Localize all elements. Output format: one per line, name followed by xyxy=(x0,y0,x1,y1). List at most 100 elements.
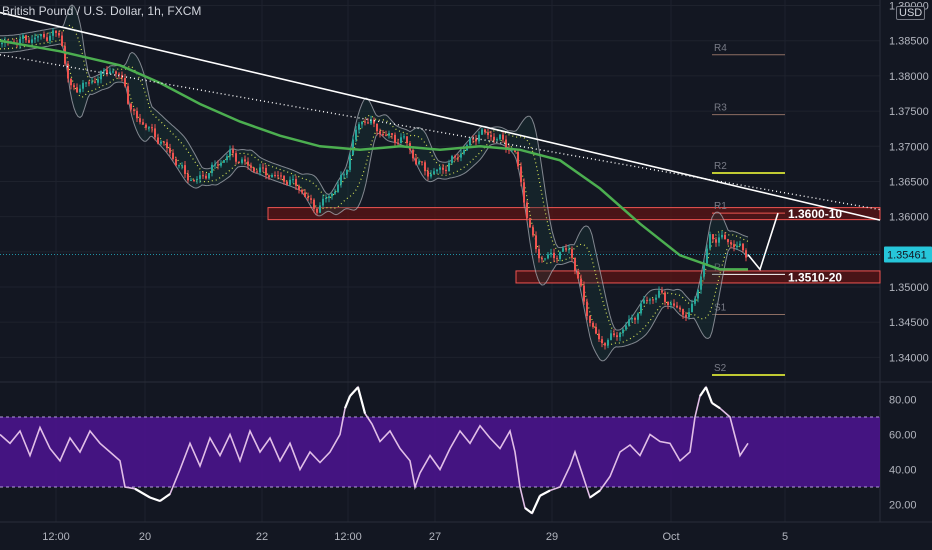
rsi-extreme-segment xyxy=(589,489,601,499)
candle-body xyxy=(49,35,51,41)
candle-body xyxy=(427,171,429,177)
candle-body xyxy=(565,248,567,250)
candle-body xyxy=(625,325,627,330)
candle-body xyxy=(265,167,267,176)
candle-body xyxy=(742,243,744,251)
candle-body xyxy=(148,127,150,129)
candle-body xyxy=(64,46,66,64)
rsi-panel xyxy=(0,385,880,515)
trendline-solid xyxy=(0,11,881,221)
candle-body xyxy=(379,131,381,134)
candle-body xyxy=(739,243,741,246)
candle-body xyxy=(556,258,558,260)
candle-body xyxy=(706,248,708,264)
pivot-label: R1 xyxy=(714,201,727,212)
candle-body xyxy=(325,197,327,199)
candle-body xyxy=(640,303,642,314)
candle-body xyxy=(643,300,645,304)
time-tick-label: 29 xyxy=(546,531,558,543)
candle-body xyxy=(637,313,639,320)
candle-body xyxy=(322,198,324,206)
rsi-tick-label: 40.00 xyxy=(889,465,917,477)
candle-body xyxy=(211,164,213,174)
price-tick-label: 1.38500 xyxy=(889,36,929,48)
candle-body xyxy=(259,167,261,173)
candle-body xyxy=(22,35,24,39)
candle-body xyxy=(286,181,288,185)
price-tick-label: 1.36000 xyxy=(889,212,929,224)
candle-body xyxy=(550,252,552,255)
current-price-box xyxy=(884,246,932,263)
candle-body xyxy=(601,339,603,344)
candle-body xyxy=(559,251,561,259)
candle-body xyxy=(31,39,33,43)
candle-body xyxy=(403,136,405,138)
candle-body xyxy=(646,300,648,302)
candle-body xyxy=(499,134,501,140)
candle-body xyxy=(370,119,372,124)
candle-body xyxy=(253,167,255,172)
rsi-extreme-segment xyxy=(524,507,533,515)
candle-body xyxy=(418,161,420,165)
time-tick-label: 5 xyxy=(782,531,788,543)
candle-body xyxy=(412,149,414,159)
candle-body xyxy=(367,122,369,124)
candlesticks xyxy=(1,28,747,350)
candle-body xyxy=(358,124,360,130)
currency-badge[interactable]: USD xyxy=(896,6,926,20)
candle-body xyxy=(661,290,663,293)
candle-body xyxy=(394,134,396,143)
candle-body xyxy=(271,174,273,178)
candle-body xyxy=(487,132,489,136)
candle-body xyxy=(307,196,309,199)
candle-body xyxy=(385,134,387,136)
bollinger-fill xyxy=(0,5,748,361)
candle-body xyxy=(94,81,96,83)
candle-body xyxy=(304,192,306,197)
candle-body xyxy=(658,290,660,298)
pivot-label: R4 xyxy=(714,43,727,54)
candle-body xyxy=(43,34,45,38)
candle-body xyxy=(577,271,579,279)
candle-body xyxy=(712,234,714,240)
candle-body xyxy=(493,136,495,141)
current-price-value: 1.35461 xyxy=(887,250,927,262)
candle-body xyxy=(376,123,378,132)
price-tick-label: 1.38000 xyxy=(889,71,929,83)
candle-body xyxy=(133,109,135,111)
candle-body xyxy=(58,33,60,36)
zone-box xyxy=(515,270,881,284)
candle-body xyxy=(604,343,606,346)
price-projection xyxy=(747,212,779,272)
candle-body xyxy=(205,175,207,179)
candle-body xyxy=(139,118,141,123)
pivot-label: S1 xyxy=(714,302,727,313)
candle-body xyxy=(724,234,726,240)
candle-body xyxy=(199,175,201,179)
symbol-title: British Pound / U.S. Dollar, 1h, FXCM xyxy=(2,4,202,18)
candle-body xyxy=(733,244,735,248)
candle-body xyxy=(373,119,375,124)
candle-body xyxy=(676,305,678,308)
candle-body xyxy=(34,37,36,40)
candle-body xyxy=(634,318,636,320)
candle-body xyxy=(352,139,354,156)
candle-body xyxy=(514,149,516,153)
candle-body xyxy=(124,78,126,87)
candle-body xyxy=(598,333,600,340)
candle-body xyxy=(697,289,699,299)
candle-body xyxy=(472,138,474,140)
price-tick-label: 1.34500 xyxy=(889,317,929,329)
candle-body xyxy=(535,235,537,250)
candle-body xyxy=(445,169,447,172)
candle-body xyxy=(214,164,216,166)
candle-body xyxy=(349,155,351,170)
candle-body xyxy=(715,239,717,243)
rsi-tick-label: 60.00 xyxy=(889,430,917,442)
time-axis[interactable]: 12:00 20 22 12:00 27 29 Oct 5 xyxy=(42,531,788,543)
bollinger-upper xyxy=(0,4,749,331)
candle-body xyxy=(679,307,681,310)
candle-body xyxy=(586,301,588,316)
candle-body xyxy=(127,86,129,104)
